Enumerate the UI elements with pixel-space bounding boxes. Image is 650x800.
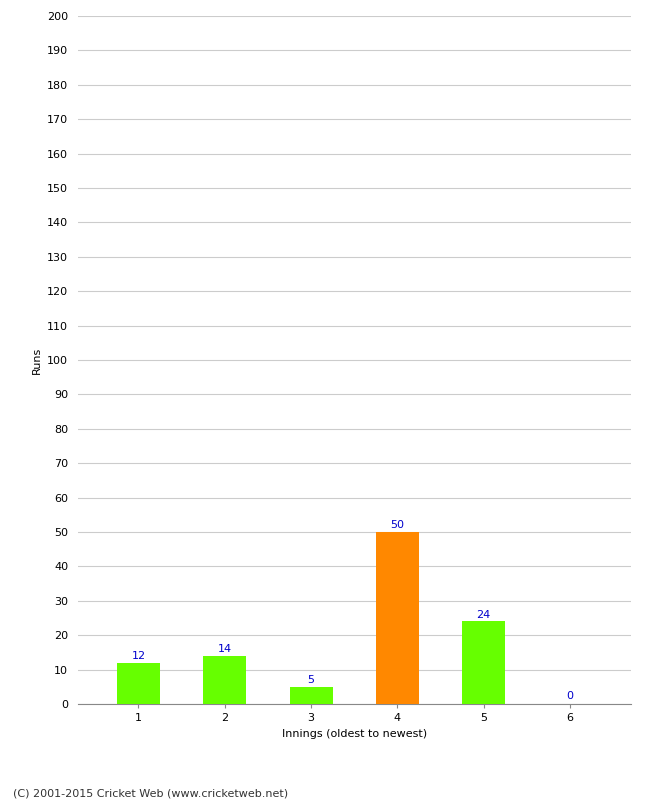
Text: 0: 0 xyxy=(567,691,573,702)
Y-axis label: Runs: Runs xyxy=(32,346,42,374)
Bar xyxy=(289,686,333,704)
Text: 5: 5 xyxy=(307,675,315,685)
Bar xyxy=(376,532,419,704)
Text: 14: 14 xyxy=(218,644,232,654)
Bar xyxy=(117,662,160,704)
Bar xyxy=(462,622,505,704)
X-axis label: Innings (oldest to newest): Innings (oldest to newest) xyxy=(281,729,427,738)
Text: 12: 12 xyxy=(131,651,146,661)
Text: 24: 24 xyxy=(476,610,491,620)
Text: (C) 2001-2015 Cricket Web (www.cricketweb.net): (C) 2001-2015 Cricket Web (www.cricketwe… xyxy=(13,788,288,798)
Bar xyxy=(203,656,246,704)
Text: 50: 50 xyxy=(391,520,404,530)
